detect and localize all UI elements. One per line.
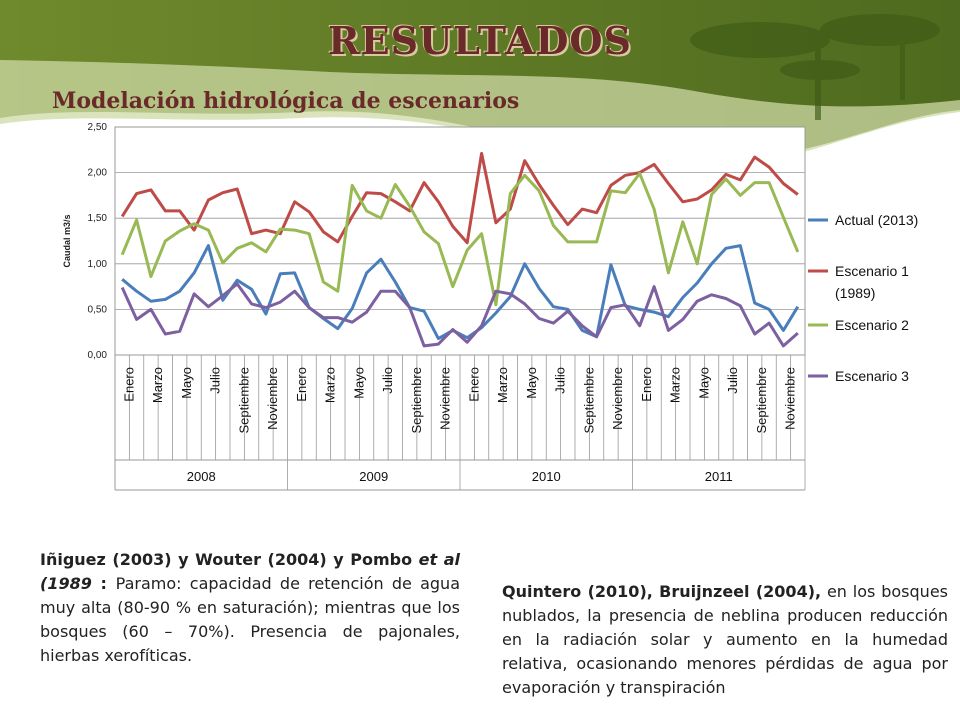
legend-label: Actual (2013) [835, 212, 918, 228]
month-label: Enero [294, 367, 309, 402]
month-label: Julio [553, 367, 568, 394]
month-label: Noviembre [438, 367, 453, 430]
month-label: Julio [208, 367, 223, 394]
legend-label-cont: (1989) [835, 285, 875, 301]
year-label: 2008 [187, 469, 216, 484]
y-tick-label: 2,00 [88, 168, 108, 179]
legend-label: Escenario 3 [835, 368, 909, 384]
month-label: Enero [121, 367, 136, 402]
month-label: Marzo [495, 367, 510, 403]
series-line-3 [120, 172, 800, 307]
y-tick-label: 0,00 [88, 350, 108, 361]
y-tick-label: 1,50 [88, 213, 108, 224]
series-line-2 [120, 151, 799, 245]
month-label: Mayo [524, 367, 539, 399]
left-authors: Iñiguez (2003) y Wouter (2004) y Pombo [40, 550, 419, 569]
hydrology-line-chart: 0,00 0,50 1,00 1,50 2,00 2,50 Caudal m3/s Enero… [62, 122, 918, 491]
month-label: Septiembre [409, 367, 424, 433]
month-label: Septiembre [754, 367, 769, 433]
series-line-4 [120, 282, 799, 348]
month-label: Mayo [351, 367, 366, 399]
month-label: Noviembre [610, 367, 625, 430]
month-label: Septiembre [236, 367, 251, 433]
month-label: Noviembre [265, 367, 280, 430]
legend-label: Escenario 1 [835, 263, 909, 279]
month-label: Marzo [150, 367, 165, 403]
left-etal: et al [418, 550, 461, 569]
month-label: Julio [380, 367, 395, 394]
month-label: Mayo [696, 367, 711, 399]
month-label: Mayo [179, 367, 194, 399]
year-label: 2009 [359, 469, 388, 484]
y-tick-label: 0,50 [88, 304, 108, 315]
y-tick-label: 2,50 [88, 122, 108, 133]
month-label: Septiembre [581, 367, 596, 433]
year-label: 2010 [532, 469, 561, 484]
left-reference-paragraph: Iñiguez (2003) y Wouter (2004) y Pombo e… [40, 548, 460, 668]
right-body: en los bosques nublados, la presencia de… [502, 582, 948, 697]
right-authors: Quintero (2010), Bruijnzeel (2004), [502, 582, 822, 601]
y-tick-label: 1,00 [88, 259, 108, 270]
left-body: Paramo: capacidad de retención de agua m… [40, 574, 461, 665]
left-year: (1989 [40, 574, 92, 593]
month-label: Noviembre [783, 367, 798, 430]
legend-label: Escenario 2 [835, 317, 909, 333]
tree-silhouette [690, 14, 940, 120]
month-label: Enero [639, 367, 654, 402]
year-label: 2011 [705, 469, 733, 484]
month-label: Enero [466, 367, 481, 402]
month-label: Marzo [668, 367, 683, 403]
slide-title: RESULTADOS [328, 18, 632, 63]
month-label: Marzo [323, 367, 338, 403]
slide-subtitle: Modelación hidrológica de escenarios [52, 88, 520, 114]
left-colon: : [91, 574, 116, 593]
month-label: Julio [725, 367, 740, 394]
y-axis-title: Caudal m3/s [62, 214, 72, 267]
right-reference-paragraph: Quintero (2010), Bruijnzeel (2004), en l… [502, 580, 948, 700]
